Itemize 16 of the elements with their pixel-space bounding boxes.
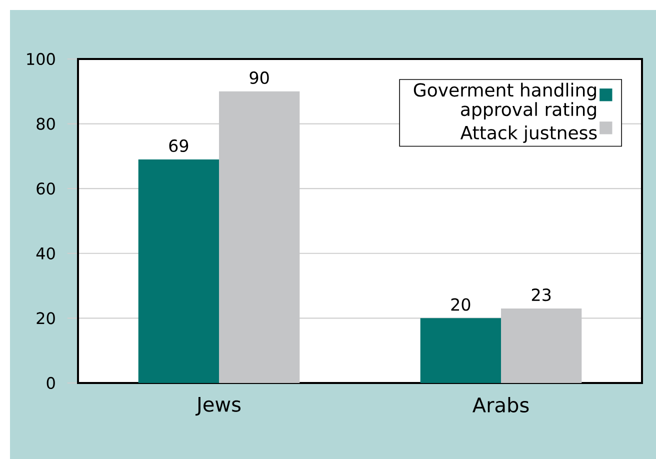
x-tick-label: Arabs: [472, 397, 529, 413]
data-label: 90: [250, 71, 269, 84]
y-tick-label: 60: [36, 182, 55, 195]
y-tick-label: 0: [46, 376, 55, 390]
legend-label: Attack justness: [460, 126, 597, 143]
data-label: 23: [532, 288, 551, 302]
y-tick-label: 100: [27, 52, 55, 66]
data-label: 20: [451, 298, 470, 311]
bar: [138, 159, 220, 383]
x-tick-label: Jews: [195, 397, 241, 416]
y-tick-label: 80: [36, 118, 55, 130]
y-tick-label: 40: [36, 247, 55, 260]
bar: [420, 318, 501, 383]
data-label: 69: [169, 139, 188, 152]
legend-label: Goverment handling approval rating: [414, 82, 596, 120]
y-tick-label: 20: [36, 312, 55, 324]
